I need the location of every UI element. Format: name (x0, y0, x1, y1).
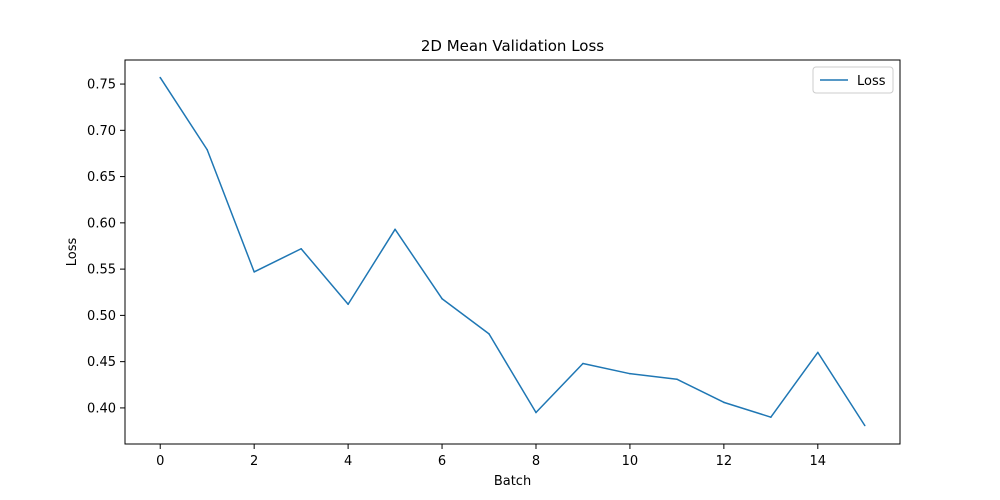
series-points (159, 76, 866, 427)
x-tick-label: 14 (810, 454, 827, 469)
data-point (723, 401, 725, 404)
data-point (817, 351, 819, 354)
data-point (159, 76, 162, 79)
legend-label-loss: Loss (857, 74, 886, 89)
y-tick-label: 0.55 (87, 263, 116, 278)
y-axis-label: Loss (65, 238, 80, 267)
data-point (629, 372, 631, 375)
data-point (394, 228, 396, 231)
y-axis-ticks: 0.40 0.45 0.50 0.55 0.60 0.65 0.70 0.75 (87, 78, 125, 416)
data-point (676, 378, 678, 381)
data-point (863, 424, 866, 427)
y-tick-label: 0.75 (87, 78, 116, 93)
legend-box (812, 66, 894, 94)
x-tick-label: 8 (532, 454, 540, 469)
x-tick-label: 0 (156, 454, 164, 469)
data-point (253, 271, 255, 273)
data-point (488, 333, 490, 335)
data-point (441, 297, 443, 300)
y-tick-label: 0.60 (87, 216, 116, 231)
data-point (770, 416, 772, 418)
x-tick-label: 10 (622, 454, 639, 469)
series-line-loss (159, 77, 866, 426)
plot-area (124, 59, 901, 445)
y-tick-label: 0.45 (87, 355, 116, 370)
legend: Loss (812, 66, 894, 94)
x-tick-label: 2 (250, 454, 258, 469)
y-tick-label: 0.40 (87, 401, 116, 416)
data-point (347, 303, 349, 306)
x-axis-label: Batch (494, 474, 531, 489)
chart-title: 2D Mean Validation Loss (421, 37, 604, 55)
y-tick-label: 0.70 (87, 124, 116, 139)
data-point (582, 362, 584, 365)
data-point (535, 411, 537, 414)
y-tick-label: 0.50 (87, 309, 116, 324)
x-tick-label: 12 (716, 454, 733, 469)
x-tick-label: 6 (438, 454, 446, 469)
data-point (300, 247, 302, 250)
data-point (206, 148, 208, 151)
x-tick-label: 4 (344, 454, 352, 469)
y-tick-label: 0.65 (87, 170, 116, 185)
x-axis-ticks: 0 2 4 6 8 10 12 14 (156, 444, 826, 469)
